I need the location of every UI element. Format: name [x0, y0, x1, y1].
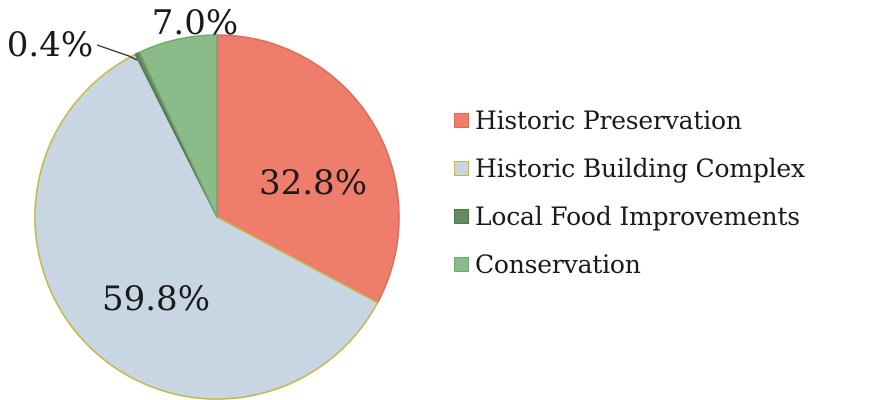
pie-slice-historic-preservation: [216, 34, 400, 304]
legend-label: Historic Preservation: [475, 105, 742, 135]
pie-slices: [34, 34, 400, 400]
legend: Historic Preservation Historic Building …: [454, 96, 869, 288]
pie-slice-conservation: [138, 34, 218, 218]
legend-swatch-historic-preservation: [454, 112, 469, 128]
legend-item-historic-building-complex[interactable]: Historic Building Complex: [454, 144, 869, 192]
leader-line: [96, 44, 138, 61]
legend-item-historic-preservation[interactable]: Historic Preservation: [454, 96, 869, 144]
legend-swatch-conservation: [454, 256, 469, 272]
pie-slice-historic-building-complex: [34, 53, 379, 400]
slice-label-local-food-improvements: 0.4%: [7, 25, 93, 65]
slice-label-historic-building-complex: 59.8%: [102, 279, 210, 319]
slice-label-historic-preservation: 32.8%: [259, 163, 367, 203]
legend-label: Historic Building Complex: [475, 153, 805, 183]
legend-item-local-food-improvements[interactable]: Local Food Improvements: [454, 192, 869, 240]
slice-label-conservation: 7.0%: [152, 3, 238, 43]
legend-label: Local Food Improvements: [475, 201, 800, 231]
legend-item-conservation[interactable]: Conservation: [454, 240, 869, 288]
legend-swatch-historic-building-complex: [454, 160, 469, 176]
legend-swatch-local-food-improvements: [454, 208, 469, 224]
legend-label: Conservation: [475, 249, 641, 279]
